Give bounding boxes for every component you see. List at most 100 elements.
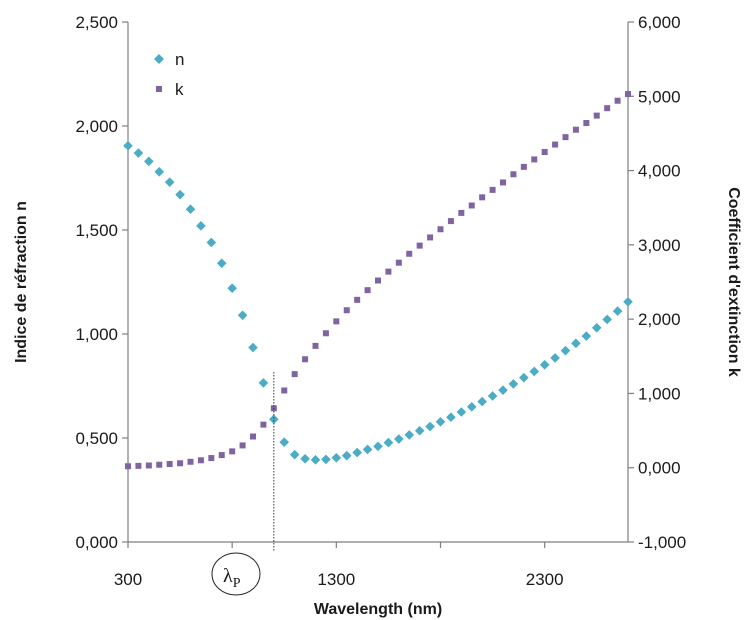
point-n bbox=[164, 177, 175, 187]
point-n bbox=[216, 258, 227, 269]
point-n bbox=[248, 342, 258, 353]
point-k bbox=[229, 448, 236, 455]
point-n bbox=[539, 359, 550, 370]
point-k bbox=[343, 307, 350, 314]
point-n bbox=[404, 430, 415, 440]
points-layer bbox=[123, 91, 633, 470]
point-k bbox=[447, 218, 454, 225]
point-k bbox=[156, 461, 163, 468]
point-k bbox=[281, 387, 288, 394]
point-n bbox=[425, 421, 435, 432]
point-n bbox=[446, 412, 456, 423]
point-k bbox=[354, 296, 361, 303]
point-k bbox=[291, 371, 298, 378]
point-n bbox=[258, 378, 269, 388]
point-k bbox=[520, 163, 527, 170]
point-n bbox=[435, 416, 446, 427]
point-k bbox=[197, 457, 204, 464]
point-n bbox=[581, 331, 592, 341]
ticks-layer: 0,000 0,500 1,000 1,500 2,000 2,500 -1,000 0,00… bbox=[75, 13, 686, 589]
right-tick-label: 0,000 bbox=[638, 459, 681, 478]
point-k bbox=[572, 126, 579, 133]
legend-n-label: n bbox=[175, 50, 184, 69]
point-k bbox=[166, 461, 173, 467]
point-n bbox=[456, 407, 467, 417]
legend-n-marker bbox=[154, 54, 164, 64]
right-tick-label: 6,000 bbox=[638, 13, 681, 32]
point-k bbox=[364, 287, 371, 294]
point-n bbox=[487, 391, 498, 401]
point-k bbox=[583, 120, 590, 127]
point-n bbox=[560, 345, 571, 356]
point-k bbox=[468, 202, 475, 209]
point-n bbox=[310, 455, 321, 465]
point-k bbox=[406, 250, 413, 257]
point-k bbox=[479, 194, 486, 201]
point-n bbox=[529, 366, 540, 377]
point-n bbox=[227, 283, 237, 294]
point-k bbox=[135, 462, 142, 469]
point-n bbox=[185, 204, 196, 215]
right-tick-label: 4,000 bbox=[638, 162, 681, 181]
point-n bbox=[123, 140, 133, 151]
lambda-p-circle bbox=[211, 552, 261, 596]
point-n bbox=[508, 379, 519, 389]
point-k bbox=[427, 234, 434, 241]
point-k bbox=[208, 455, 215, 462]
x-tick-label: 300 bbox=[114, 570, 142, 589]
point-n bbox=[571, 338, 581, 349]
point-k bbox=[333, 318, 340, 325]
point-k bbox=[625, 91, 631, 98]
point-n bbox=[550, 353, 560, 363]
lambda-p-label: λP bbox=[223, 565, 241, 591]
point-k bbox=[145, 462, 152, 469]
x-tick-label: 1300 bbox=[317, 570, 355, 589]
point-n bbox=[321, 454, 331, 465]
left-tick-label: 2,000 bbox=[75, 117, 118, 136]
point-k bbox=[416, 242, 423, 249]
point-k bbox=[125, 463, 131, 470]
left-tick-label: 2,500 bbox=[75, 13, 118, 32]
point-k bbox=[250, 433, 256, 440]
point-k bbox=[614, 97, 621, 104]
point-n bbox=[175, 189, 185, 200]
legend-k-marker bbox=[156, 86, 162, 92]
point-k bbox=[437, 226, 444, 233]
point-k bbox=[500, 179, 506, 186]
point-n bbox=[196, 221, 206, 231]
left-tick-label: 0,000 bbox=[75, 533, 118, 552]
point-n bbox=[269, 414, 279, 425]
point-n bbox=[414, 425, 425, 436]
point-n bbox=[279, 437, 290, 447]
right-tick-label: -1,000 bbox=[638, 533, 686, 552]
point-n bbox=[237, 310, 248, 321]
x-tick-label: 2300 bbox=[526, 570, 564, 589]
point-n bbox=[331, 452, 342, 463]
point-n bbox=[341, 450, 352, 461]
point-k bbox=[593, 112, 600, 119]
point-k bbox=[312, 342, 319, 349]
point-k bbox=[562, 134, 569, 141]
point-n bbox=[289, 449, 300, 460]
right-tick-label: 2,000 bbox=[638, 310, 681, 329]
point-k bbox=[395, 259, 402, 266]
right-tick-label: 5,000 bbox=[638, 87, 681, 106]
point-n bbox=[623, 296, 633, 307]
point-n bbox=[466, 401, 477, 412]
point-k bbox=[510, 171, 517, 178]
point-k bbox=[260, 421, 267, 428]
legend-k-label: k bbox=[175, 80, 184, 99]
point-k bbox=[218, 452, 225, 459]
lambda-p-annotation: λP bbox=[211, 372, 275, 596]
left-tick-label: 1,500 bbox=[75, 221, 118, 240]
point-n bbox=[602, 314, 612, 325]
point-n bbox=[591, 322, 602, 333]
point-n bbox=[612, 306, 623, 316]
point-n bbox=[383, 437, 394, 448]
point-n bbox=[352, 447, 362, 458]
point-n bbox=[144, 156, 154, 167]
point-n bbox=[394, 434, 404, 444]
point-n bbox=[373, 441, 383, 452]
point-k bbox=[322, 330, 329, 337]
